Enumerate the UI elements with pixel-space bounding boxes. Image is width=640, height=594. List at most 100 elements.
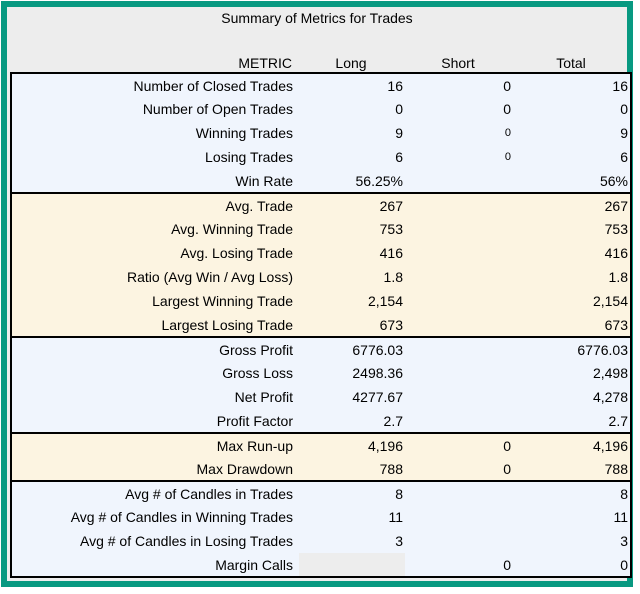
column-header-short: Short [441, 55, 475, 71]
total-cell: 6776.03 [513, 337, 631, 361]
page-title: Summary of Metrics for Trades [221, 10, 413, 26]
table-section-4: Max Run-up 4,196 0 4,196 Max Drawdown 788 0 788 [11, 433, 631, 481]
total-cell: 416 [513, 241, 631, 265]
short-cell [405, 505, 513, 529]
column-header-row: METRIC Long Short Total [10, 55, 630, 72]
short-cell: 0 [405, 97, 513, 121]
short-cell: 0 [405, 145, 513, 169]
long-cell: 788 [299, 457, 405, 481]
table-row: Winning Trades 9 0 9 [11, 121, 631, 145]
table-row: Largest Winning Trade 2,154 2,154 [11, 289, 631, 313]
total-cell: 4,196 [513, 433, 631, 457]
total-cell: 1.8 [513, 265, 631, 289]
long-cell: 267 [299, 193, 405, 217]
table-row: Gross Profit 6776.03 6776.03 [11, 337, 631, 361]
short-cell [405, 289, 513, 313]
long-cell: 16 [299, 73, 405, 97]
table-row: Win Rate 56.25% 56% [11, 169, 631, 193]
table-row: Number of Closed Trades 16 0 16 [11, 73, 631, 97]
metric-cell: Number of Open Trades [11, 97, 299, 121]
metric-cell: Number of Closed Trades [11, 73, 299, 97]
metric-cell: Largest Winning Trade [11, 289, 299, 313]
short-cell [405, 193, 513, 217]
table-row: Max Run-up 4,196 0 4,196 [11, 433, 631, 457]
report-frame: Summary of Metrics for Trades METRIC Lon… [1, 1, 633, 587]
total-cell: 16 [513, 73, 631, 97]
column-header-metric: METRIC [238, 55, 292, 71]
metric-cell: Avg # of Candles in Trades [11, 481, 299, 505]
metrics-table: Number of Closed Trades 16 0 16 Number of Op… [10, 72, 632, 578]
long-cell: 2.7 [299, 409, 405, 433]
long-cell: 4,196 [299, 433, 405, 457]
long-cell [299, 553, 405, 577]
total-cell: 11 [513, 505, 631, 529]
metric-cell: Avg. Winning Trade [11, 217, 299, 241]
total-cell: 0 [513, 97, 631, 121]
table-row: Avg # of Candles in Losing Trades 3 3 [11, 529, 631, 553]
long-cell: 3 [299, 529, 405, 553]
table-row: Avg # of Candles in Trades 8 8 [11, 481, 631, 505]
long-cell: 1.8 [299, 265, 405, 289]
table-row: Ratio (Avg Win / Avg Loss) 1.8 1.8 [11, 265, 631, 289]
table-row: Profit Factor 2.7 2.7 [11, 409, 631, 433]
table-row: Avg # of Candles in Winning Trades 11 11 [11, 505, 631, 529]
total-cell: 788 [513, 457, 631, 481]
metric-cell: Profit Factor [11, 409, 299, 433]
long-cell: 416 [299, 241, 405, 265]
table-row: Max Drawdown 788 0 788 [11, 457, 631, 481]
short-cell [405, 313, 513, 337]
table-row: Margin Calls 0 0 [11, 553, 631, 577]
table-row: Avg. Losing Trade 416 416 [11, 241, 631, 265]
metric-cell: Gross Loss [11, 361, 299, 385]
table-section-1: Number of Closed Trades 16 0 16 Number of Op… [11, 73, 631, 193]
short-cell: 0 [405, 73, 513, 97]
short-cell [405, 169, 513, 193]
short-cell: 0 [405, 553, 513, 577]
long-cell: 9 [299, 121, 405, 145]
long-cell: 2498.36 [299, 361, 405, 385]
short-cell: 0 [405, 121, 513, 145]
metric-cell: Win Rate [11, 169, 299, 193]
short-cell [405, 217, 513, 241]
table-row: Largest Losing Trade 673 673 [11, 313, 631, 337]
total-cell: 2,498 [513, 361, 631, 385]
total-cell: 4,278 [513, 385, 631, 409]
table-row: Avg. Winning Trade 753 753 [11, 217, 631, 241]
column-header-total: Total [556, 55, 586, 71]
long-cell: 673 [299, 313, 405, 337]
short-cell [405, 265, 513, 289]
long-cell: 2,154 [299, 289, 405, 313]
metric-cell: Avg. Losing Trade [11, 241, 299, 265]
total-cell: 267 [513, 193, 631, 217]
metric-cell: Net Profit [11, 385, 299, 409]
total-cell: 673 [513, 313, 631, 337]
long-cell: 56.25% [299, 169, 405, 193]
metric-cell: Avg # of Candles in Losing Trades [11, 529, 299, 553]
metric-cell: Margin Calls [11, 553, 299, 577]
long-cell: 0 [299, 97, 405, 121]
total-cell: 6 [513, 145, 631, 169]
short-cell [405, 361, 513, 385]
table-section-2: Avg. Trade 267 267 Avg. Winning Trade 753 753… [11, 193, 631, 337]
metric-cell: Max Drawdown [11, 457, 299, 481]
metric-cell: Avg. Trade [11, 193, 299, 217]
total-cell: 0 [513, 553, 631, 577]
metric-cell: Max Run-up [11, 433, 299, 457]
table-row: Losing Trades 6 0 6 [11, 145, 631, 169]
long-cell: 6776.03 [299, 337, 405, 361]
total-cell: 2,154 [513, 289, 631, 313]
table-row: Number of Open Trades 0 0 0 [11, 97, 631, 121]
short-cell: 0 [405, 433, 513, 457]
long-cell: 11 [299, 505, 405, 529]
total-cell: 2.7 [513, 409, 631, 433]
table-row: Gross Loss 2498.36 2,498 [11, 361, 631, 385]
long-cell: 8 [299, 481, 405, 505]
short-cell [405, 385, 513, 409]
metric-cell: Ratio (Avg Win / Avg Loss) [11, 265, 299, 289]
metric-cell: Gross Profit [11, 337, 299, 361]
short-cell [405, 241, 513, 265]
short-cell [405, 529, 513, 553]
metric-cell: Largest Losing Trade [11, 313, 299, 337]
total-cell: 3 [513, 529, 631, 553]
metric-cell: Avg # of Candles in Winning Trades [11, 505, 299, 529]
